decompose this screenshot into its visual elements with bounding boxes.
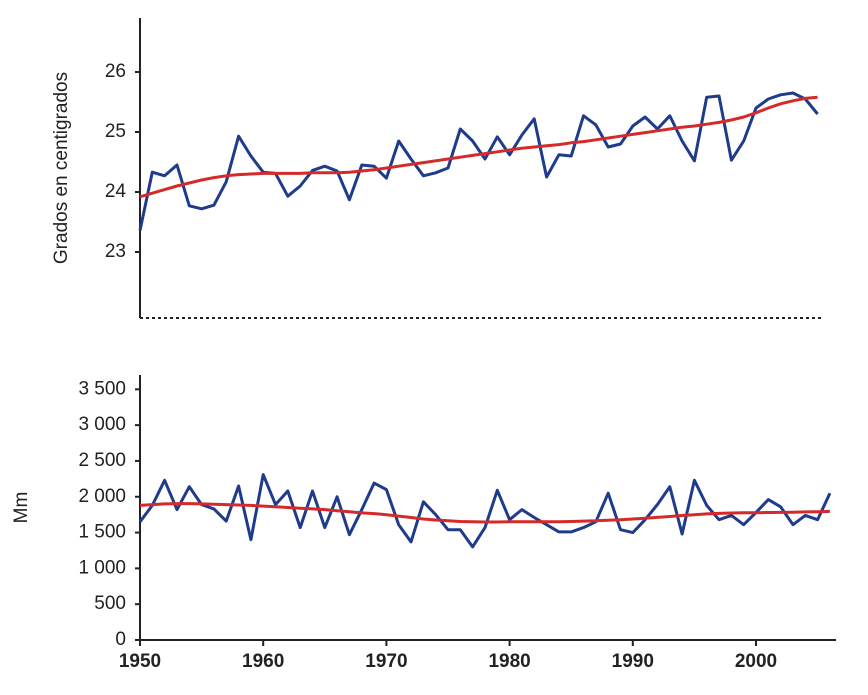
y-tick-label: 23 bbox=[105, 241, 126, 262]
y-tick-label: 0 bbox=[115, 629, 126, 650]
x-tick-label: 1950 bbox=[119, 651, 161, 672]
trend-line bbox=[139, 502, 830, 524]
x-tick-label: 2000 bbox=[735, 651, 777, 672]
y-tick-label: 26 bbox=[105, 61, 126, 82]
y-tick-label: 1 500 bbox=[78, 522, 126, 543]
y-tick-label: 3 000 bbox=[78, 414, 126, 435]
data-line bbox=[138, 473, 832, 549]
y-tick-label: 2 000 bbox=[78, 486, 126, 507]
x-tick-label: 1980 bbox=[488, 651, 530, 672]
data-line bbox=[138, 91, 819, 231]
x-tick-label: 1990 bbox=[612, 651, 654, 672]
x-tick-label: 1960 bbox=[242, 651, 284, 672]
trend-line bbox=[139, 95, 818, 199]
y-tick-label: 3 500 bbox=[78, 378, 126, 399]
y-tick-label: 500 bbox=[94, 593, 126, 614]
y-tick-label: 2 500 bbox=[78, 450, 126, 471]
y-tick-label: 24 bbox=[105, 181, 127, 202]
y-tick-label: 1 000 bbox=[78, 557, 126, 578]
y-axis-title: Mm bbox=[11, 492, 32, 524]
y-tick-label: 25 bbox=[105, 121, 126, 142]
y-axis-title: Grados en centigrados bbox=[51, 72, 72, 264]
x-tick-label: 1970 bbox=[365, 651, 407, 672]
